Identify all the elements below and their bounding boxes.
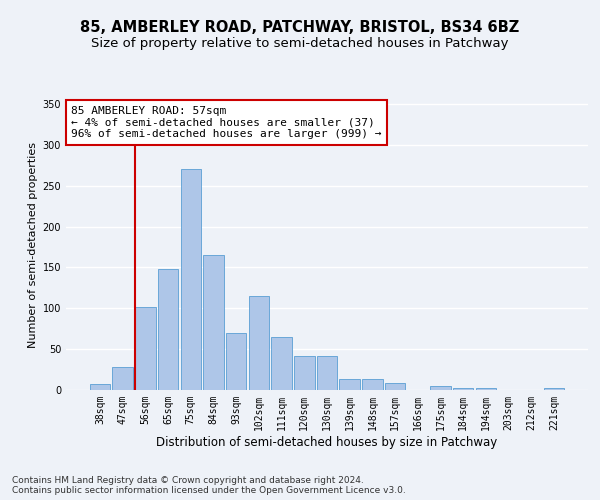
Y-axis label: Number of semi-detached properties: Number of semi-detached properties xyxy=(28,142,38,348)
Bar xyxy=(181,168,201,390)
Bar xyxy=(158,269,178,390)
X-axis label: Distribution of semi-detached houses by size in Patchway: Distribution of semi-detached houses by … xyxy=(157,436,497,448)
Text: Size of property relative to semi-detached houses in Patchway: Size of property relative to semi-detach… xyxy=(91,38,509,51)
Bar xyxy=(362,380,383,390)
Bar xyxy=(430,386,451,390)
Bar xyxy=(248,296,269,390)
Bar xyxy=(271,337,292,390)
Text: Contains HM Land Registry data © Crown copyright and database right 2024.
Contai: Contains HM Land Registry data © Crown c… xyxy=(12,476,406,495)
Bar xyxy=(385,382,406,390)
Bar xyxy=(317,356,337,390)
Bar xyxy=(453,388,473,390)
Text: 85, AMBERLEY ROAD, PATCHWAY, BRISTOL, BS34 6BZ: 85, AMBERLEY ROAD, PATCHWAY, BRISTOL, BS… xyxy=(80,20,520,35)
Bar xyxy=(340,380,360,390)
Bar xyxy=(112,367,133,390)
Bar xyxy=(544,388,564,390)
Bar xyxy=(135,308,155,390)
Bar xyxy=(90,384,110,390)
Bar xyxy=(294,356,314,390)
Text: 85 AMBERLEY ROAD: 57sqm
← 4% of semi-detached houses are smaller (37)
96% of sem: 85 AMBERLEY ROAD: 57sqm ← 4% of semi-det… xyxy=(71,106,382,139)
Bar xyxy=(226,333,247,390)
Bar xyxy=(203,255,224,390)
Bar xyxy=(476,388,496,390)
